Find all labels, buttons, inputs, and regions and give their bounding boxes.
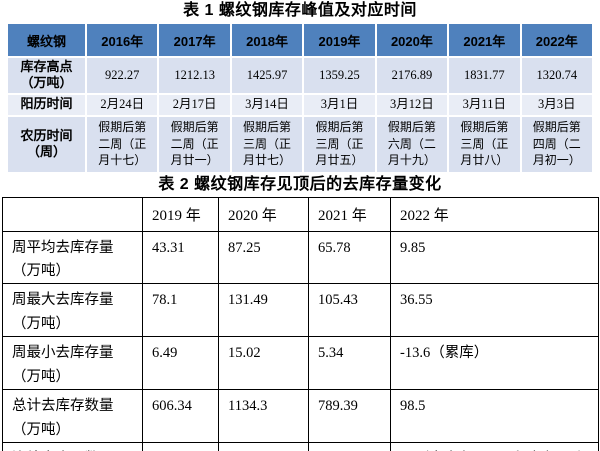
table1-corner-header: 螺纹钢 <box>8 24 85 56</box>
value-cell: 1212.13 <box>159 58 230 93</box>
value-cell: 789.39 <box>308 389 391 444</box>
value-cell: 5.34 <box>308 336 391 391</box>
value-cell: -13.6（累库） <box>390 336 599 391</box>
row-label-cell: 农历时间 （周） <box>8 116 85 172</box>
value-cell: 假期后第 三周（正 月廿五） <box>304 116 375 172</box>
table2-title: 表 2 螺纹钢库存见顶后的去库存量变化 <box>158 175 442 193</box>
table2-year-header: 2022 年 <box>390 196 599 232</box>
row-label-cell: 总计去库存数量 （万吨） <box>2 389 143 444</box>
table-row-inventory-peak: 库存高点 （万吨） 922.27 1212.13 1425.97 1359.25… <box>8 58 592 93</box>
table-row-consecutive-destock-weeks: 连续去库周数 14 13 12 10（去库存7周,累积库存3周） <box>2 442 599 451</box>
table2-header-row: 2019 年 2020 年 2021 年 2022 年 <box>2 196 599 232</box>
row-label-cell: 周最大去库存量 （万吨） <box>2 283 143 338</box>
row-label-cell: 连续去库周数 <box>2 442 143 451</box>
table1-year-header: 2020年 <box>376 24 448 56</box>
value-cell: 2月17日 <box>159 94 230 115</box>
value-cell: 6.49 <box>142 336 219 391</box>
table2-year-header: 2019 年 <box>142 196 219 232</box>
value-cell: 假期后第 二周（正 月十七） <box>87 116 158 172</box>
table1-title: 表 1 螺纹钢库存峰值及对应时间 <box>183 2 417 19</box>
row-label-cell: 阳历时间 <box>8 94 85 115</box>
value-cell: 87.25 <box>218 230 309 285</box>
value-cell: 3月3日 <box>521 94 592 115</box>
table1-year-header: 2022年 <box>521 24 592 56</box>
value-cell: 14 <box>142 442 219 451</box>
table1-rebar-inventory-peaks: 螺纹钢 2016年 2017年 2018年 2019年 2020年 2021年 … <box>6 22 594 174</box>
table1-year-header: 2016年 <box>87 24 158 56</box>
value-cell: 65.78 <box>308 230 391 285</box>
table2-year-header: 2021 年 <box>308 196 391 232</box>
value-cell: 10（去库存7周,累积库存3周） <box>390 442 599 451</box>
value-cell: 1320.74 <box>521 58 592 93</box>
value-cell: 1831.77 <box>449 58 520 93</box>
table-row-lunar-date: 农历时间 （周） 假期后第 二周（正 月十七） 假期后第 二周（正 月廿一） 假… <box>8 116 592 172</box>
table-row-weekly-min-destock: 周最小去库存量 （万吨） 6.49 15.02 5.34 -13.6（累库） <box>2 336 599 391</box>
value-cell: 131.49 <box>218 283 309 338</box>
table1-header-row: 螺纹钢 2016年 2017年 2018年 2019年 2020年 2021年 … <box>8 24 592 56</box>
table1-year-header: 2021年 <box>449 24 520 56</box>
table-row-total-destock: 总计去库存数量 （万吨） 606.34 1134.3 789.39 98.5 <box>2 389 599 444</box>
row-label-cell: 库存高点 （万吨） <box>8 58 85 93</box>
value-cell: 1134.3 <box>218 389 309 444</box>
table-row-weekly-avg-destock: 周平均去库存量 （万吨） 43.31 87.25 65.78 9.85 <box>2 230 599 285</box>
value-cell: 15.02 <box>218 336 309 391</box>
row-label-cell: 周平均去库存量 （万吨） <box>2 230 143 285</box>
value-cell: 105.43 <box>308 283 391 338</box>
value-cell: 假期后第 三周（正 月廿七） <box>231 116 303 172</box>
value-cell: 98.5 <box>390 389 599 444</box>
value-cell: 3月14日 <box>231 94 303 115</box>
table2-corner-header <box>2 196 143 232</box>
value-cell: 3月12日 <box>376 94 448 115</box>
table-row-solar-date: 阳历时间 2月24日 2月17日 3月14日 3月1日 3月12日 3月11日 … <box>8 94 592 115</box>
value-cell: 922.27 <box>87 58 158 93</box>
value-cell: 13 <box>218 442 309 451</box>
table1-year-header: 2017年 <box>159 24 230 56</box>
value-cell: 假期后第 四周（二 月初一） <box>521 116 592 172</box>
value-cell: 78.1 <box>142 283 219 338</box>
value-cell: 43.31 <box>142 230 219 285</box>
table1-year-header: 2018年 <box>231 24 303 56</box>
value-cell: 36.55 <box>390 283 599 338</box>
table1-year-header: 2019年 <box>304 24 375 56</box>
value-cell: 假期后第 三周（正 月廿八） <box>449 116 520 172</box>
value-cell: 606.34 <box>142 389 219 444</box>
table2-year-header: 2020 年 <box>218 196 309 232</box>
value-cell: 2月24日 <box>87 94 158 115</box>
value-cell: 1425.97 <box>231 58 303 93</box>
table2-destocking-changes: 2019 年 2020 年 2021 年 2022 年 周平均去库存量 （万吨）… <box>2 196 599 451</box>
table-row-weekly-max-destock: 周最大去库存量 （万吨） 78.1 131.49 105.43 36.55 <box>2 283 599 338</box>
value-cell: 3月1日 <box>304 94 375 115</box>
value-cell: 1359.25 <box>304 58 375 93</box>
row-label-cell: 周最小去库存量 （万吨） <box>2 336 143 391</box>
value-cell: 2176.89 <box>376 58 448 93</box>
value-cell: 9.85 <box>390 230 599 285</box>
value-cell: 假期后第 二周（正 月廿一） <box>159 116 230 172</box>
value-cell: 3月11日 <box>449 94 520 115</box>
value-cell: 假期后第 六周（二 月十九） <box>376 116 448 172</box>
value-cell: 12 <box>308 442 391 451</box>
